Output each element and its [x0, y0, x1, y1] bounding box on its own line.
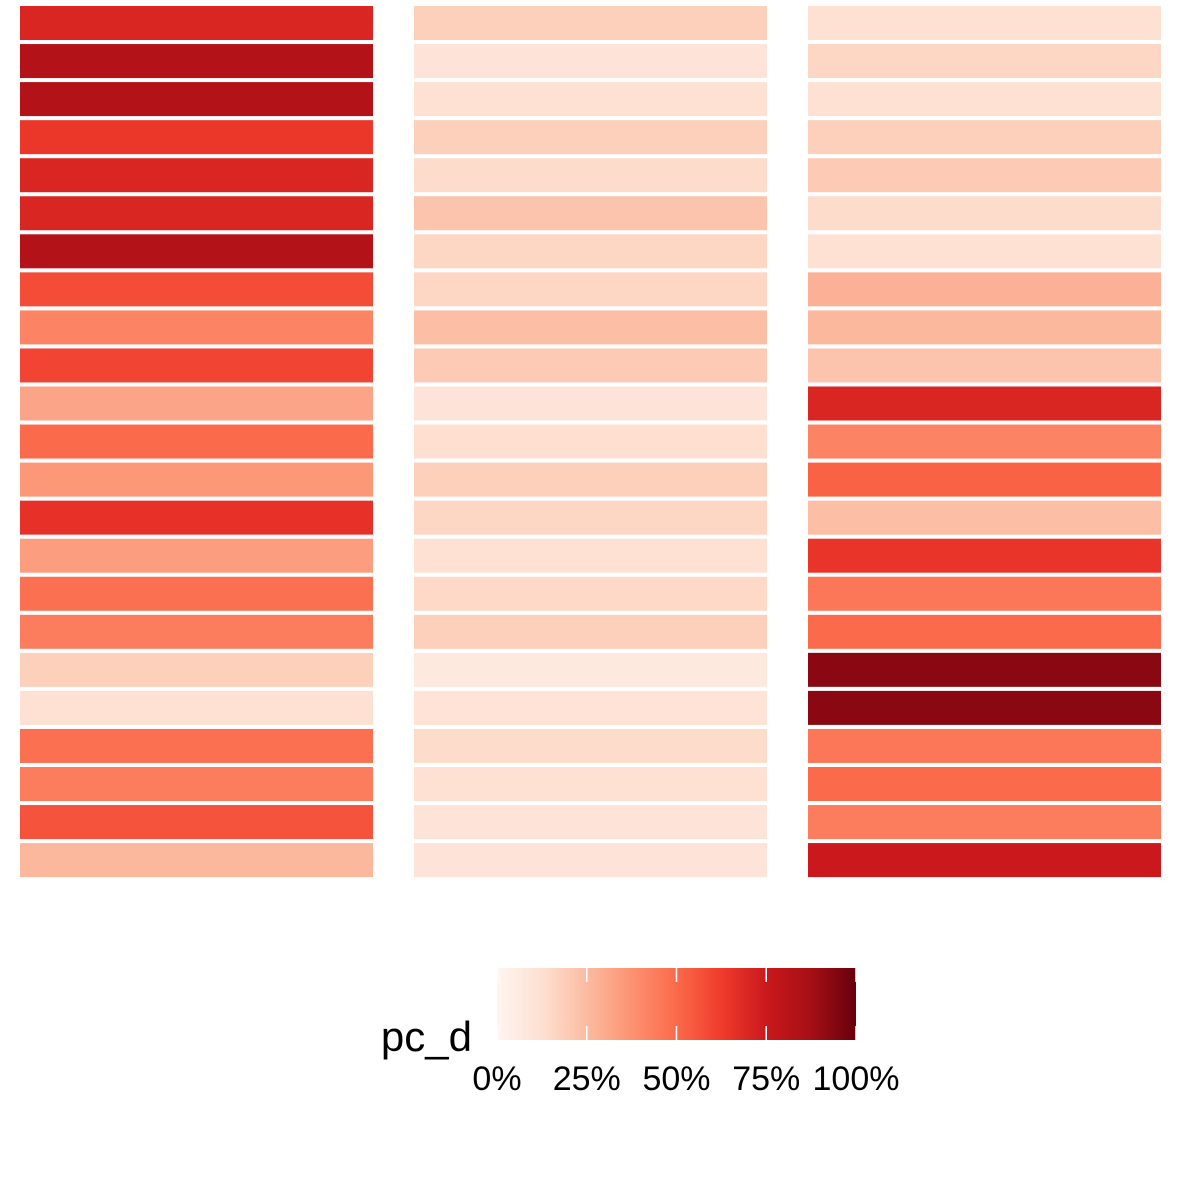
heatmap-cell: [414, 462, 767, 497]
heatmap-cell: [20, 576, 373, 611]
heatmap-cell: [20, 500, 373, 535]
heatmap-cell: [808, 728, 1161, 763]
heatmap-cell: [20, 120, 373, 155]
heatmap-cell: [20, 690, 373, 725]
heatmap-cell: [808, 44, 1161, 79]
colorbar-tick-label: 25%: [553, 1060, 621, 1098]
heatmap-cell: [414, 576, 767, 611]
heatmap-cell: [414, 690, 767, 725]
heatmap-cell: [808, 196, 1161, 231]
heatmap-cell: [414, 310, 767, 345]
heatmap-cell: [20, 614, 373, 649]
heatmap-cell: [414, 272, 767, 307]
colorbar-tick-label: 0%: [472, 1060, 521, 1098]
heatmap-cell: [20, 424, 373, 459]
heatmap-cell: [414, 158, 767, 193]
heatmap-cell: [808, 500, 1161, 535]
heatmap-cell: [414, 424, 767, 459]
heatmap-cell: [808, 386, 1161, 421]
heatmap-cell: [808, 805, 1161, 840]
heatmap-cell: [20, 652, 373, 687]
heatmap-cell: [808, 462, 1161, 497]
heatmap-cell: [808, 538, 1161, 573]
heatmap-cell: [20, 82, 373, 117]
heatmap-cell: [414, 348, 767, 383]
heatmap-cell: [20, 234, 373, 269]
heatmap-cell: [808, 310, 1161, 345]
heatmap-cell: [414, 44, 767, 79]
heatmap-cell: [808, 690, 1161, 725]
heatmap-cell: [20, 348, 373, 383]
heatmap-cell: [20, 310, 373, 345]
heatmap-cell: [414, 767, 767, 801]
heatmap-cell: [20, 6, 373, 40]
heatmap-cell: [20, 767, 373, 801]
heatmap-cell: [808, 576, 1161, 611]
legend-title: pc_d: [381, 1013, 472, 1060]
heatmap-cell: [20, 44, 373, 79]
heatmap-cell: [808, 767, 1161, 801]
heatmap-cell: [414, 196, 767, 231]
heatmap-cell: [808, 614, 1161, 649]
heatmap-cell: [20, 158, 373, 193]
heatmap-cell: [414, 728, 767, 763]
colorbar-tick-label: 50%: [642, 1060, 710, 1098]
heatmap-cell: [20, 196, 373, 231]
colorbar-legend: pc_d 0% 25% 50% 75% 100%: [381, 968, 899, 1098]
heatmap-cell: [808, 843, 1161, 878]
colorbar-tick-label: 100%: [813, 1060, 900, 1098]
heatmap-cell: [808, 424, 1161, 459]
heatmap-cell: [808, 158, 1161, 193]
heatmap-cell: [20, 538, 373, 573]
heatmap-cell: [414, 82, 767, 117]
heatmap-cell: [808, 82, 1161, 117]
heatmap-cell: [414, 120, 767, 155]
heatmap-cell: [414, 234, 767, 269]
heatmap-cell: [20, 272, 373, 307]
heatmap-cell: [808, 6, 1161, 40]
colorbar-tick-label: 75%: [732, 1060, 800, 1098]
heatmap-cell: [20, 728, 373, 763]
heatmap-cell: [808, 652, 1161, 687]
heatmap-cell: [414, 805, 767, 840]
heatmap-cell: [414, 6, 767, 40]
heatmap-cell: [20, 843, 373, 878]
heatmap-cell: [20, 386, 373, 421]
heatmap-cell: [808, 272, 1161, 307]
heatmap-cell: [414, 652, 767, 687]
heatmap-cells: [20, 6, 1161, 878]
heatmap-cell: [414, 500, 767, 535]
heatmap-cell: [414, 843, 767, 878]
heatmap-cell: [414, 614, 767, 649]
colorbar-ticks: 0% 25% 50% 75% 100%: [472, 968, 899, 1098]
heatmap-cell: [20, 805, 373, 840]
heatmap-cell: [414, 386, 767, 421]
heatmap-cell: [20, 462, 373, 497]
heatmap-cell: [808, 234, 1161, 269]
heatmap-cell: [808, 348, 1161, 383]
heatmap-cell: [808, 120, 1161, 155]
heatmap-cell: [414, 538, 767, 573]
